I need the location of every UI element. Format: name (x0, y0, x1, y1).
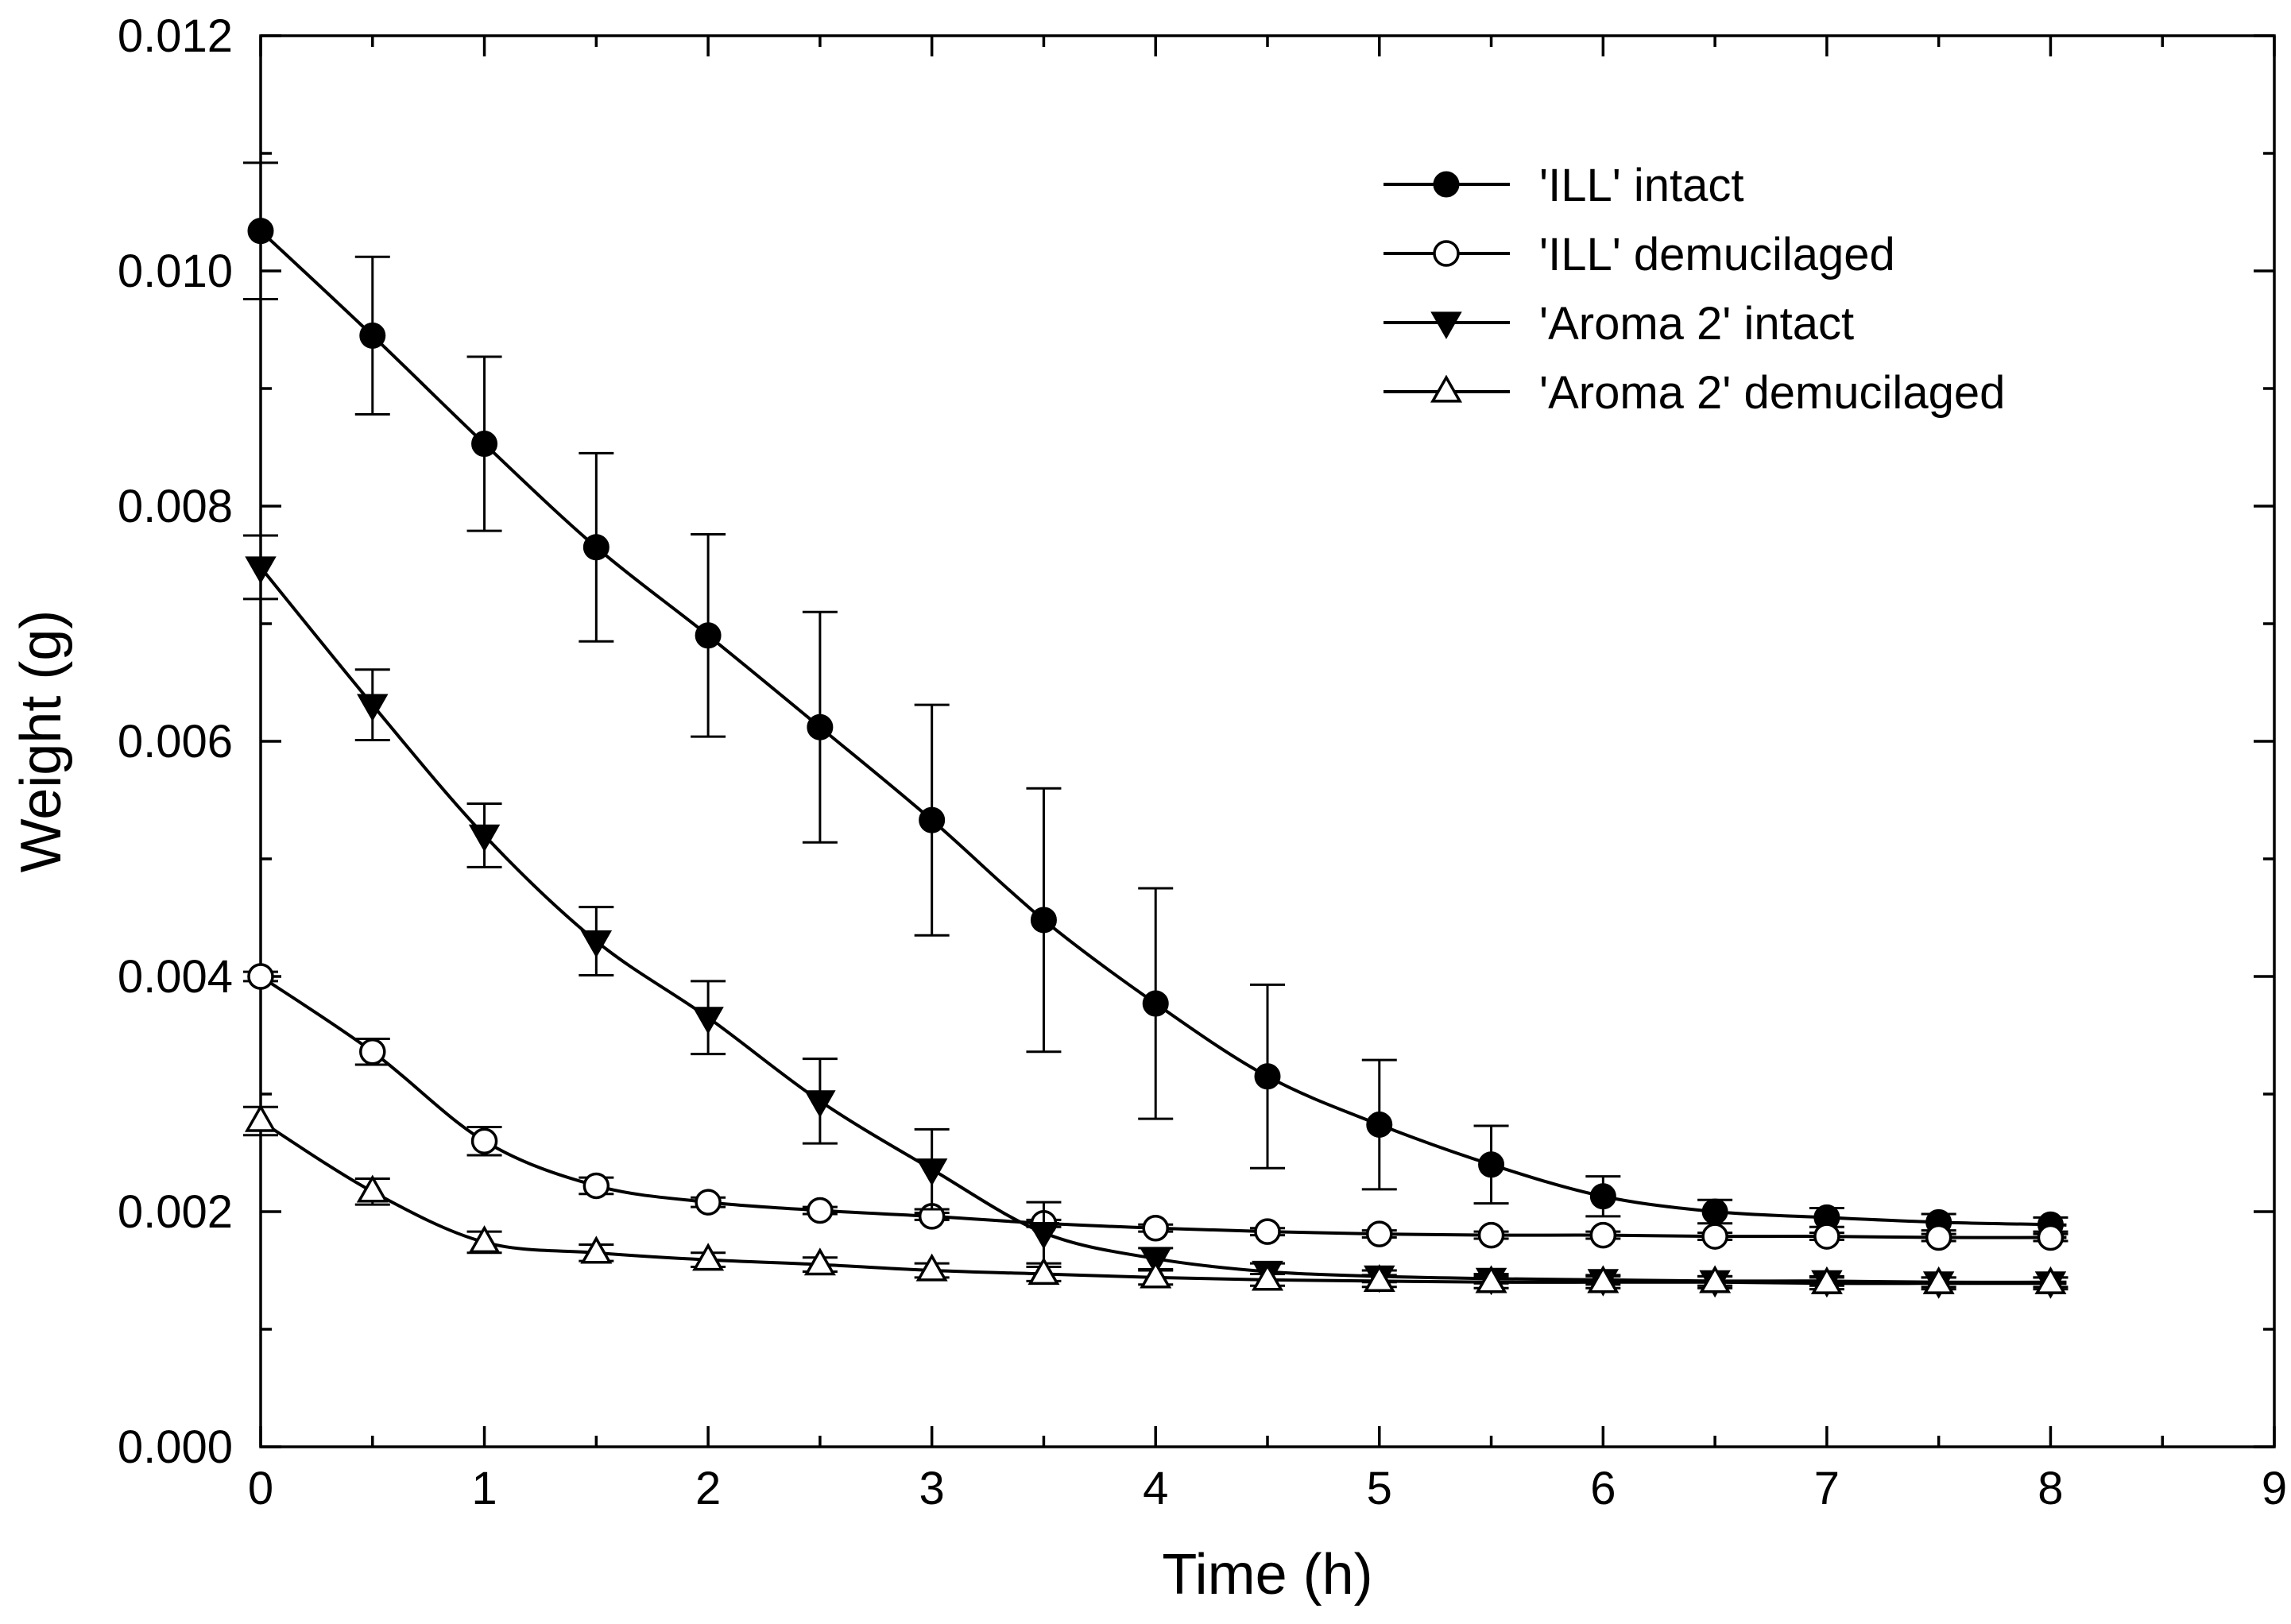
legend: 'ILL' intact 'ILL' demucilaged 'Aroma 2' i… (1384, 160, 2005, 419)
data-point (1254, 1063, 1281, 1090)
data-point (1587, 1265, 1620, 1293)
series-line (259, 566, 2067, 1284)
x-tick-label: 7 (1814, 1463, 1840, 1514)
data-point (807, 713, 834, 740)
legend-label: 'ILL' intact (1539, 160, 1744, 211)
data-point (1251, 1262, 1284, 1291)
data-point (1254, 1218, 1281, 1245)
data-point (357, 694, 389, 722)
series-1 (243, 963, 2068, 1251)
x-tick-label: 3 (919, 1463, 945, 1514)
data-point (1142, 1214, 1169, 1242)
data-point (1701, 1223, 1728, 1250)
x-tick-label: 5 (1367, 1463, 1392, 1514)
data-point (2034, 1266, 2067, 1294)
data-point (244, 1104, 277, 1132)
y-tick-label: 0.006 (118, 716, 233, 768)
tick-labels: 0 1 2 3 4 5 6 7 8 9 0.000 0.002 0.004 0.006 0.008 0.010… (118, 10, 2287, 1514)
data-point (1589, 1221, 1617, 1249)
data-point (247, 218, 274, 245)
x-tick-label: 9 (2262, 1463, 2287, 1514)
legend-item: 'Aroma 2' intact (1384, 298, 1854, 350)
data-point (919, 806, 946, 833)
x-tick-label: 1 (471, 1463, 497, 1514)
x-tick-label: 4 (1143, 1463, 1168, 1514)
x-tick-label: 2 (695, 1463, 721, 1514)
y-tick-label: 0.000 (118, 1421, 233, 1473)
data-point (1027, 1222, 1060, 1250)
data-point (359, 1038, 386, 1065)
data-point (359, 322, 386, 349)
legend-label: 'Aroma 2' intact (1539, 298, 1854, 350)
data-point (468, 1225, 501, 1254)
legend-marker (1433, 171, 1460, 198)
legend-marker (1433, 240, 1460, 267)
data-point (915, 1253, 948, 1282)
data-point (470, 1127, 498, 1154)
data-point (695, 1189, 722, 1216)
legend-label: 'Aroma 2' demucilaged (1539, 367, 2005, 419)
data-point (582, 534, 610, 561)
data-point (580, 930, 613, 958)
axis-ticks (259, 34, 2276, 1448)
legend-item: 'ILL' demucilaged (1384, 229, 1895, 280)
data-point (247, 963, 274, 990)
data-point (1589, 1183, 1616, 1210)
data-point (1475, 1265, 1507, 1293)
y-tick-label: 0.008 (118, 481, 233, 532)
legend-item: 'ILL' intact (1384, 160, 1744, 211)
x-tick-label: 6 (1590, 1463, 1616, 1514)
data-point (692, 1243, 725, 1271)
data-point (1478, 1151, 1505, 1178)
data-point (807, 1197, 834, 1224)
legend-marker (1430, 374, 1463, 403)
data-point (692, 1007, 724, 1034)
legend-marker (1430, 311, 1462, 339)
x-axis-title: Time (h) (1162, 1543, 1372, 1607)
data-point (468, 824, 501, 853)
series-0 (243, 161, 2068, 1238)
y-tick-label: 0.002 (118, 1186, 233, 1238)
y-axis-title: Weight (g) (10, 610, 73, 873)
data-point (580, 1235, 613, 1264)
data-point (1366, 1220, 1393, 1247)
data-point (356, 1174, 389, 1203)
series-layer (243, 161, 2068, 1299)
data-point (1922, 1266, 1955, 1294)
data-point (803, 1247, 836, 1276)
data-point (695, 622, 722, 649)
x-tick-label: 0 (248, 1463, 273, 1514)
data-point (1810, 1266, 1843, 1294)
data-point (245, 556, 277, 584)
x-tick-label: 8 (2038, 1463, 2063, 1514)
data-point (1701, 1198, 1728, 1225)
data-point (1027, 1257, 1060, 1286)
y-tick-label: 0.004 (118, 951, 233, 1003)
data-point (1813, 1223, 1840, 1250)
data-point (1142, 990, 1169, 1017)
data-point (915, 1158, 948, 1186)
y-tick-label: 0.012 (118, 10, 233, 62)
data-point (1477, 1221, 1505, 1249)
data-point (1363, 1263, 1395, 1292)
data-point (1699, 1265, 1732, 1293)
series-line (259, 975, 2067, 1239)
legend-label: 'ILL' demucilaged (1539, 229, 1895, 280)
legend-item: 'Aroma 2' demucilaged (1384, 367, 2005, 419)
series-3 (243, 1104, 2068, 1294)
data-point (2037, 1224, 2065, 1251)
data-point (1366, 1111, 1393, 1138)
data-point (1140, 1260, 1172, 1289)
data-point (582, 1172, 610, 1200)
data-point (804, 1090, 836, 1118)
data-point (471, 431, 498, 458)
data-point (1030, 907, 1057, 934)
y-tick-label: 0.010 (118, 246, 233, 297)
data-point (1925, 1224, 1952, 1251)
